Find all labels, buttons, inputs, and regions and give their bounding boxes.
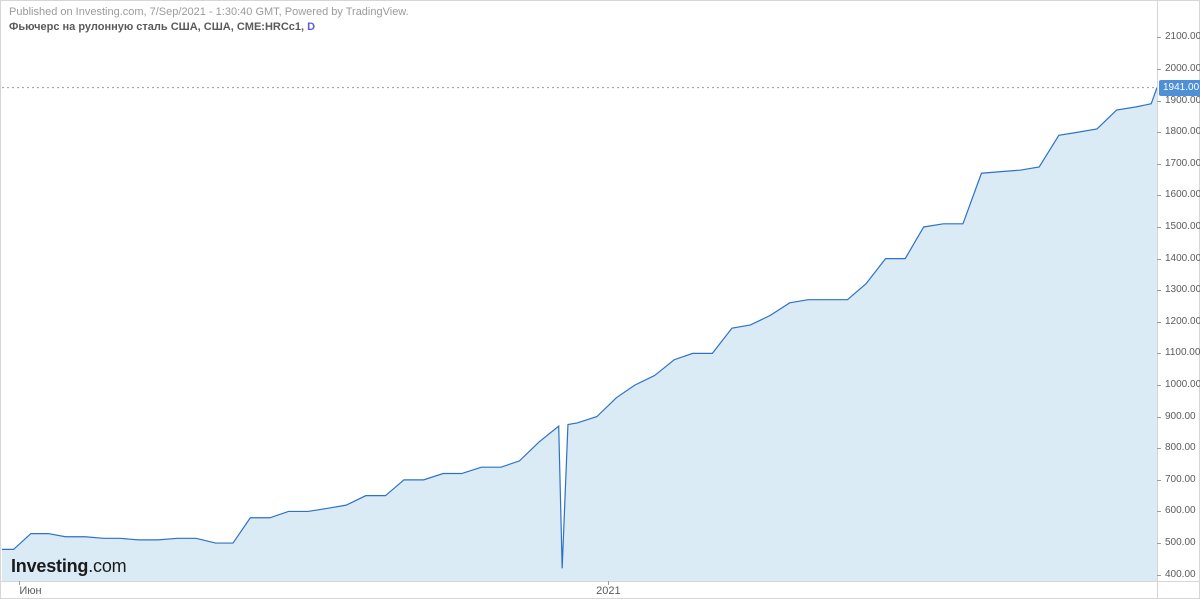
y-axis-label: 800.00 — [1165, 442, 1196, 453]
watermark-suffix: .com — [88, 556, 126, 576]
y-tick — [1157, 480, 1161, 481]
y-axis-label: 1800.00 — [1165, 126, 1200, 137]
y-tick — [1157, 511, 1161, 512]
y-tick — [1157, 164, 1161, 165]
current-price-flag: 1941.00 — [1159, 80, 1200, 96]
y-tick — [1157, 101, 1161, 102]
y-axis-label: 1300.00 — [1165, 284, 1200, 295]
x-axis-label: 2021 — [596, 585, 620, 597]
y-axis-label: 1600.00 — [1165, 189, 1200, 200]
y-axis-label: 1100.00 — [1165, 347, 1200, 358]
y-axis-label: 1000.00 — [1165, 379, 1200, 390]
y-tick — [1157, 543, 1161, 544]
y-tick — [1157, 322, 1161, 323]
y-axis-label: 1200.00 — [1165, 316, 1200, 327]
y-tick — [1157, 227, 1161, 228]
y-axis-label: 2100.00 — [1165, 31, 1200, 42]
investing-watermark: Investing.com — [11, 556, 126, 577]
area-fill — [2, 88, 1157, 581]
y-axis-label: 1900.00 — [1165, 95, 1200, 106]
y-axis-label: 1400.00 — [1165, 253, 1200, 264]
y-tick — [1157, 69, 1161, 70]
y-tick — [1157, 448, 1161, 449]
y-tick — [1157, 195, 1161, 196]
watermark-brand: Investing — [11, 556, 88, 576]
y-axis-label: 1500.00 — [1165, 221, 1200, 232]
y-axis-label: 500.00 — [1165, 537, 1196, 548]
y-axis-border — [1157, 1, 1158, 598]
x-axis-label: Июн — [19, 585, 41, 597]
y-axis-label: 1700.00 — [1165, 158, 1200, 169]
x-axis-border — [1, 581, 1199, 582]
y-axis-label: 2000.00 — [1165, 63, 1200, 74]
y-axis-label: 900.00 — [1165, 411, 1196, 422]
y-tick — [1157, 290, 1161, 291]
chart-container: Published on Investing.com, 7/Sep/2021 -… — [0, 0, 1200, 599]
y-axis-label: 400.00 — [1165, 569, 1196, 580]
y-tick — [1157, 353, 1161, 354]
y-axis-label: 600.00 — [1165, 505, 1196, 516]
y-tick — [1157, 385, 1161, 386]
y-tick — [1157, 132, 1161, 133]
y-tick — [1157, 575, 1161, 576]
y-tick — [1157, 37, 1161, 38]
y-axis-label: 700.00 — [1165, 474, 1196, 485]
y-tick — [1157, 417, 1161, 418]
y-tick — [1157, 259, 1161, 260]
price-area-chart[interactable] — [1, 1, 1200, 599]
